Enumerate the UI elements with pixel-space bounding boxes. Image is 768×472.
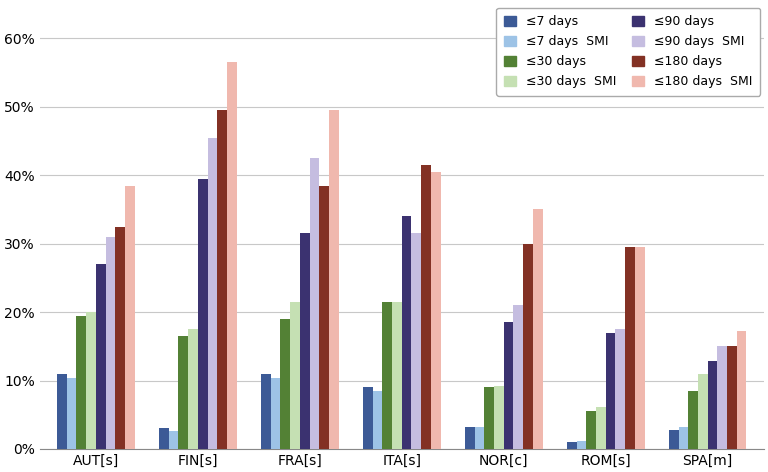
Bar (688, 391, 698, 449)
Bar (708, 362, 717, 449)
Bar (577, 441, 587, 449)
Bar (178, 336, 188, 449)
Legend: ≤7 days, ≤7 days  SMI, ≤30 days, ≤30 days  SMI, ≤90 days, ≤90 days  SMI, ≤180 da: ≤7 days, ≤7 days SMI, ≤30 days, ≤30 days… (496, 8, 760, 95)
Bar (188, 329, 198, 449)
Bar (280, 319, 290, 449)
Bar (412, 234, 421, 449)
Bar (319, 185, 329, 449)
Bar (635, 247, 644, 449)
Bar (96, 264, 105, 449)
Bar (105, 237, 115, 449)
Bar (77, 315, 86, 449)
Bar (485, 388, 494, 449)
Bar (475, 427, 485, 449)
Bar (310, 158, 319, 449)
Bar (402, 216, 412, 449)
Bar (57, 374, 67, 449)
Bar (329, 110, 339, 449)
Bar (227, 62, 237, 449)
Bar (465, 427, 475, 449)
Bar (523, 244, 533, 449)
Bar (514, 305, 523, 449)
Bar (698, 374, 708, 449)
Bar (669, 430, 679, 449)
Bar (606, 333, 615, 449)
Bar (125, 185, 134, 449)
Bar (625, 247, 635, 449)
Bar (737, 331, 746, 449)
Bar (679, 427, 688, 449)
Bar (290, 302, 300, 449)
Bar (372, 391, 382, 449)
Bar (587, 411, 596, 449)
Bar (431, 172, 441, 449)
Bar (392, 302, 402, 449)
Bar (504, 322, 514, 449)
Bar (567, 442, 577, 449)
Bar (533, 210, 542, 449)
Bar (596, 406, 606, 449)
Bar (198, 179, 207, 449)
Bar (363, 388, 372, 449)
Bar (271, 379, 280, 449)
Bar (159, 429, 169, 449)
Bar (494, 386, 504, 449)
Bar (207, 138, 217, 449)
Bar (615, 329, 625, 449)
Bar (382, 302, 392, 449)
Bar (727, 346, 737, 449)
Bar (67, 379, 77, 449)
Bar (300, 234, 310, 449)
Bar (421, 165, 431, 449)
Bar (169, 431, 178, 449)
Bar (86, 312, 96, 449)
Bar (217, 110, 227, 449)
Bar (115, 227, 125, 449)
Bar (717, 346, 727, 449)
Bar (261, 374, 271, 449)
